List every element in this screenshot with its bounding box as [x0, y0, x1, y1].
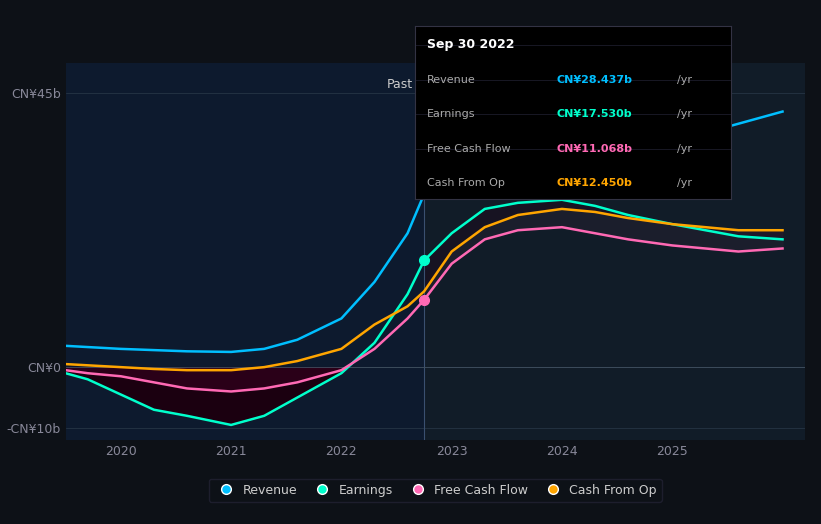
Text: CN¥28.437b: CN¥28.437b: [557, 74, 633, 84]
Text: Earnings: Earnings: [427, 109, 475, 119]
Text: /yr: /yr: [677, 178, 692, 188]
Text: /yr: /yr: [677, 144, 692, 154]
Text: Cash From Op: Cash From Op: [427, 178, 505, 188]
Bar: [424, 63, 805, 440]
Text: Analysts Forecasts: Analysts Forecasts: [435, 78, 552, 91]
Text: /yr: /yr: [677, 74, 692, 84]
Text: /yr: /yr: [677, 109, 692, 119]
Text: CN¥11.068b: CN¥11.068b: [557, 144, 633, 154]
Text: CN¥17.530b: CN¥17.530b: [557, 109, 632, 119]
Text: Sep 30 2022: Sep 30 2022: [427, 38, 515, 51]
Text: Past: Past: [387, 78, 413, 91]
Legend: Revenue, Earnings, Free Cash Flow, Cash From Op: Revenue, Earnings, Free Cash Flow, Cash …: [209, 479, 662, 502]
Text: Free Cash Flow: Free Cash Flow: [427, 144, 511, 154]
Text: CN¥12.450b: CN¥12.450b: [557, 178, 633, 188]
Text: Revenue: Revenue: [427, 74, 476, 84]
